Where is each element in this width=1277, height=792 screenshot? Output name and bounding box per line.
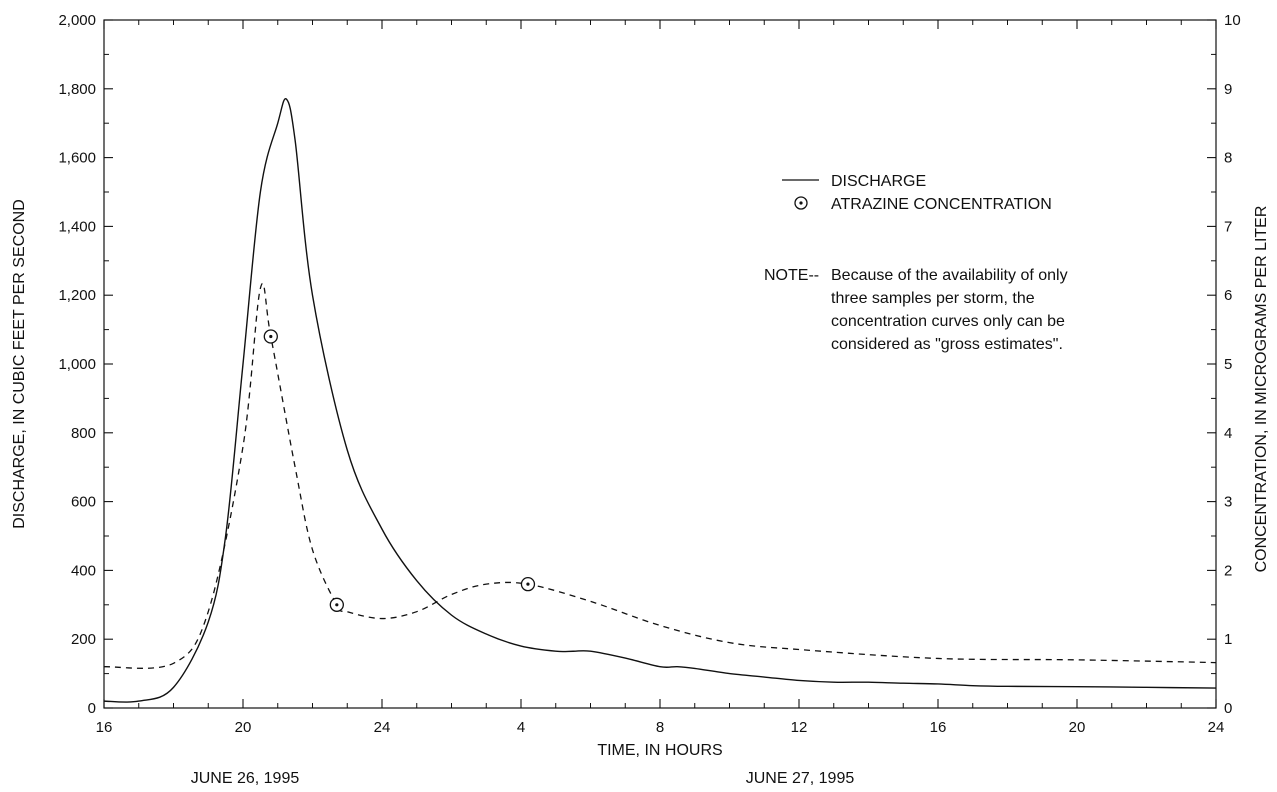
y2-tick-label: 2 (1224, 562, 1232, 579)
y-tick-label: 1,400 (58, 218, 96, 235)
legend-atrazine-symbol (794, 196, 808, 210)
legend-discharge-label: DISCHARGE (831, 173, 926, 190)
y2-tick-label: 1 (1224, 631, 1232, 648)
y2-tick-label: 8 (1224, 150, 1232, 167)
y2-tick-label: 7 (1224, 218, 1232, 235)
y-tick-label: 2,000 (58, 12, 96, 29)
y-axis-title-right: CONCENTRATION, IN MICROGRAMS PER LITER (1253, 206, 1270, 573)
date-label-june-26: JUNE 26, 1995 (191, 770, 300, 787)
note-line-1: Because of the availability of only (831, 267, 1068, 284)
x-tick-label: 4 (517, 719, 525, 736)
x-tick-label: 20 (235, 719, 252, 736)
x-axis-title: TIME, IN HOURS (597, 742, 722, 759)
legend-atrazine-label: ATRAZINE CONCENTRATION (831, 196, 1052, 213)
legend: DISCHARGE ATRAZINE CONCENTRATION (782, 173, 1052, 213)
date-label-june-27: JUNE 27, 1995 (746, 770, 855, 787)
y2-tick-label: 0 (1224, 700, 1232, 717)
discharge-line (103, 97, 1217, 703)
axis-ticks (103, 19, 1217, 709)
note-line-2: three samples per storm, the (831, 290, 1035, 307)
y-axis-title-left: DISCHARGE, IN CUBIC FEET PER SECOND (11, 199, 28, 529)
series-layer (103, 97, 1217, 703)
y-tick-label: 200 (71, 631, 96, 648)
y2-tick-label: 3 (1224, 494, 1232, 511)
y2-tick-label: 5 (1224, 356, 1232, 373)
y-tick-label: 0 (88, 700, 96, 717)
y-tick-label: 400 (71, 562, 96, 579)
note-line-3: concentration curves only can be (831, 313, 1065, 330)
x-tick-label: 24 (374, 719, 391, 736)
y2-tick-label: 9 (1224, 81, 1232, 98)
y-tick-label: 1,200 (58, 287, 96, 304)
x-tick-label: 12 (791, 719, 808, 736)
x-tick-label: 20 (1069, 719, 1086, 736)
y2-tick-label: 6 (1224, 287, 1232, 304)
tick-labels: 16 20 24 4 8 12 16 20 2402004006008001,0001,2001… (58, 12, 1240, 736)
x-tick-label: 16 (930, 719, 947, 736)
note-heading: NOTE-- (764, 267, 819, 284)
x-tick-label: 8 (656, 719, 664, 736)
sample-markers (263, 329, 536, 612)
y-tick-label: 600 (71, 494, 96, 511)
note-line-4: considered as "gross estimates". (831, 336, 1063, 353)
y-tick-label: 1,600 (58, 150, 96, 167)
atrazine-concentration-line (103, 282, 1217, 669)
x-tick-label: 16 (96, 719, 113, 736)
x-tick-label: 24 (1208, 719, 1225, 736)
y-tick-label: 1,800 (58, 81, 96, 98)
atrazine-sample-point (263, 329, 278, 344)
y2-tick-label: 10 (1224, 12, 1241, 29)
y2-tick-label: 4 (1224, 425, 1232, 442)
note: NOTE-- Because of the availability of on… (764, 267, 1068, 353)
atrazine-sample-point (329, 597, 344, 612)
y-tick-label: 800 (71, 425, 96, 442)
atrazine-sample-point (520, 577, 536, 592)
plot-frame (103, 19, 1217, 709)
y-tick-label: 1,000 (58, 356, 96, 373)
